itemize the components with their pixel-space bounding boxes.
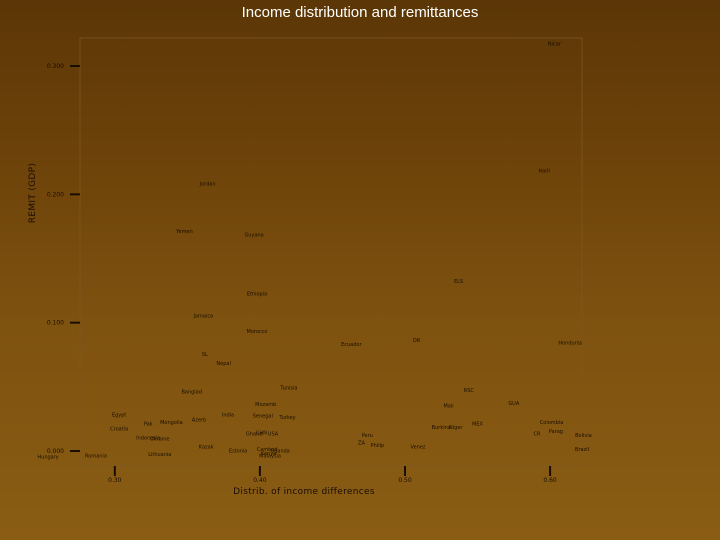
point-label: Romania [85,453,107,459]
x-tick-label: 0.40 [253,477,267,484]
point-label: Venez [411,444,426,450]
x-axis: 0.30 0.40 0.50 0.60 [108,466,557,484]
point-label: Azerb [192,417,206,423]
point-label: Nicar [548,41,562,47]
point-label: Malaysia [259,453,281,459]
y-tick-label: 0.100 [47,320,64,327]
y-tick-label: 0.000 [47,448,64,455]
point-label: Guyana [244,233,263,239]
point-label: Cambod [257,447,278,453]
point-label: Jamaica [192,314,213,320]
y-tick-label: 0.300 [47,63,64,70]
point-label: Kazak [199,444,214,450]
point-label: Peru [362,433,373,439]
point-label: Jordan [199,181,216,187]
point-label: Mongolia [160,420,183,426]
point-label: Haiti [538,169,550,175]
point-label: MEX [472,421,483,427]
chart-title: Income distribution and remittances [242,4,479,21]
point-label: Mali [443,403,453,409]
point-label: Nepal [216,361,230,367]
point-label: Indonesia [136,435,160,441]
point-label: Colombia [540,420,564,426]
x-tick-label: 0.50 [398,477,412,484]
y-tick-label: 0.200 [47,191,64,198]
point-label: Tunisia [279,385,297,391]
point-label: Pak [144,421,153,427]
point-label: Yemen [175,229,193,235]
point-label: Ethiopia [247,292,267,298]
point-label: Uganda [271,448,290,454]
point-label: Philip [371,443,385,449]
point-label: Lithuania [148,452,171,458]
point-label: India [222,412,234,418]
point-label: USA [268,432,279,438]
point-label: ELS [454,279,463,285]
x-tick-label: 0.30 [108,477,122,484]
data-points: Nicar Haiti Jordan Yemen Guyana ELS Ethiopia Ja… [37,41,591,460]
point-label: Morocco [247,329,268,335]
point-label: Hungary [37,455,58,461]
x-axis-label: Distrib. of income differences [233,487,375,497]
point-label: Brazil [575,447,589,453]
point-label: Turkey [278,415,295,421]
point-label: SL [202,352,208,358]
point-label: Ukraine [150,437,169,443]
point-label: ZA [358,441,365,447]
point-label: Banglad [181,389,201,395]
point-label: Ghana [246,432,262,438]
point-label: Burkina [432,425,451,431]
point-label: Niger [449,425,463,431]
point-label: CHN [256,430,267,436]
y-axis: 0.000 0.100 0.200 0.300 [47,63,80,455]
point-label: Parag [549,429,563,435]
y-axis-label: REMIT (GDP) [28,163,38,223]
x-tick-label: 0.60 [543,477,557,484]
point-label: DR [413,338,421,344]
plot-frame [79,37,583,467]
point-label: Mozamb [255,402,276,408]
point-label: GUA [508,401,520,407]
point-label: RSC [464,388,475,394]
point-label: Ecuador [341,342,362,348]
point-label: Estonia [229,448,247,454]
point-label: Egypt [112,412,126,418]
point-label: Kenya [261,451,276,457]
point-label: Senegal [253,414,273,420]
point-label: Bolivia [575,433,592,439]
point-label: Croatia [110,426,128,432]
point-label: Honduras [558,340,582,346]
point-label: CR [534,432,541,438]
